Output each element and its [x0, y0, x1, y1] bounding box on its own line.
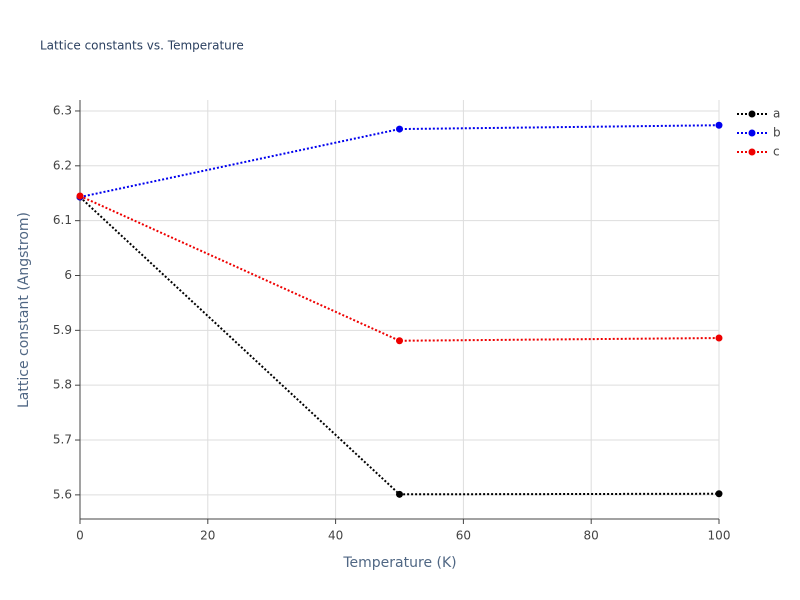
marker [715, 334, 723, 342]
y-tick-label: 5.9 [53, 323, 72, 337]
series-line [79, 124, 720, 199]
y-tick-label: 6.3 [53, 103, 72, 117]
marker [715, 490, 723, 498]
legend-marker [748, 129, 756, 137]
y-tick-label: 5.6 [53, 487, 72, 501]
legend-label: a [773, 107, 780, 121]
x-tick-label: 100 [708, 529, 731, 543]
y-axis-label: Lattice constant (Angstrom) [16, 212, 32, 408]
x-tick-label: 0 [76, 529, 84, 543]
legend-marker [748, 110, 756, 118]
y-tick-label: 5.8 [53, 378, 72, 392]
x-tick-label: 20 [200, 529, 215, 543]
y-tick-label: 6 [64, 268, 72, 282]
y-tick-label: 6.1 [53, 213, 72, 227]
marker [715, 121, 723, 129]
marker [396, 490, 403, 498]
series-line [79, 195, 720, 342]
x-tick-label: 60 [456, 529, 471, 543]
series-line [79, 196, 720, 496]
marker [76, 192, 84, 200]
legend-label: c [773, 145, 780, 159]
y-tick-label: 5.7 [53, 433, 72, 447]
legend-label: b [773, 126, 781, 140]
x-tick-label: 80 [584, 529, 599, 543]
legend-marker [748, 148, 756, 156]
y-tick-label: 6.2 [53, 158, 72, 172]
x-axis-label: Temperature (K) [342, 555, 456, 571]
x-tick-label: 40 [328, 529, 343, 543]
marker [396, 337, 403, 345]
marker [396, 125, 403, 133]
chart-title: Lattice constants vs. Temperature [40, 39, 244, 53]
